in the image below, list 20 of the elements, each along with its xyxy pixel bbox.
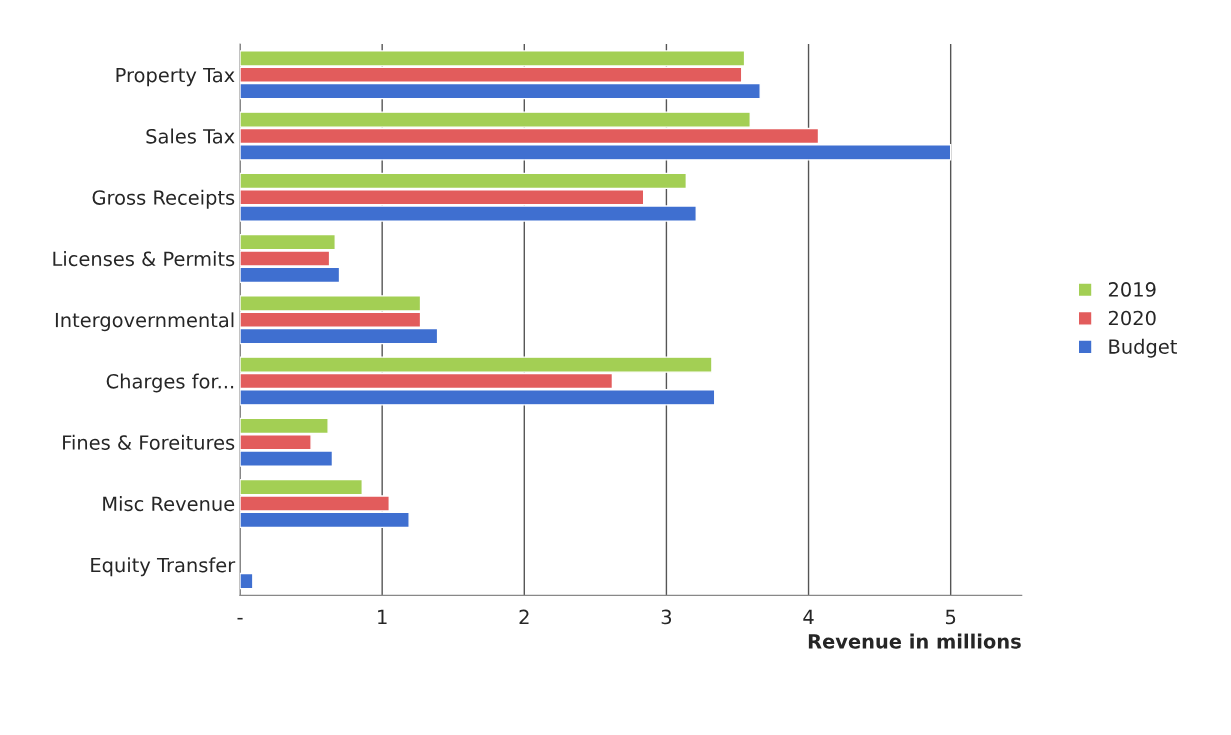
legend-label: Budget bbox=[1109, 338, 1177, 358]
x-tick-label: 3 bbox=[661, 609, 672, 625]
y-tick-label: Licenses & Permits bbox=[53, 251, 235, 267]
y-tick-label: Fines & Foreitures bbox=[63, 434, 235, 450]
x-axis-title: Revenue in millions bbox=[808, 633, 1021, 649]
y-tick-label: Misc Revenue bbox=[103, 496, 235, 512]
bar bbox=[240, 572, 254, 590]
legend-label: 2019 bbox=[1108, 282, 1156, 297]
y-tick-label: Gross Receipts bbox=[92, 189, 235, 209]
x-tick-label: 4 bbox=[803, 609, 814, 625]
y-tick-label: Intergovernmental bbox=[55, 312, 234, 332]
y-tick-label: Charges for... bbox=[106, 373, 234, 393]
x-tick-label: 5 bbox=[945, 609, 956, 625]
y-tick-label: Equity Transfer bbox=[91, 557, 236, 577]
y-tick-label: Property Tax bbox=[116, 67, 235, 87]
x-tick-label: 1 bbox=[378, 609, 387, 625]
x-tick-label: - bbox=[237, 617, 243, 620]
legend-label: 2020 bbox=[1108, 310, 1156, 326]
y-tick-label: Sales Tax bbox=[146, 128, 235, 144]
x-tick-label: 2 bbox=[519, 609, 529, 625]
